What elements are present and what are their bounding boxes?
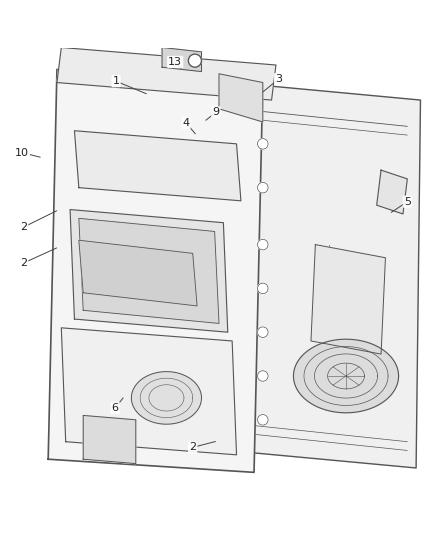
Polygon shape [79, 219, 219, 324]
Text: 3: 3 [275, 74, 282, 84]
Text: 9: 9 [212, 107, 219, 117]
Text: 2: 2 [20, 222, 27, 232]
Polygon shape [74, 131, 241, 201]
Circle shape [258, 182, 268, 193]
Circle shape [258, 139, 268, 149]
Polygon shape [162, 47, 201, 71]
Text: 2: 2 [20, 258, 27, 268]
Polygon shape [228, 83, 420, 468]
Text: 4: 4 [183, 118, 190, 128]
Polygon shape [83, 415, 136, 464]
Circle shape [188, 54, 201, 67]
Text: 1: 1 [113, 76, 120, 86]
Polygon shape [131, 372, 201, 424]
Text: 13: 13 [168, 57, 182, 67]
Polygon shape [61, 328, 237, 455]
Polygon shape [377, 170, 407, 214]
Text: 6: 6 [112, 403, 119, 413]
Circle shape [258, 415, 268, 425]
Circle shape [258, 239, 268, 250]
Polygon shape [79, 240, 197, 306]
Polygon shape [219, 74, 263, 122]
Text: 2: 2 [189, 442, 196, 453]
Circle shape [258, 327, 268, 337]
Circle shape [258, 283, 268, 294]
Text: 5: 5 [404, 197, 411, 207]
Polygon shape [57, 47, 276, 100]
Polygon shape [70, 209, 228, 332]
Polygon shape [311, 245, 385, 354]
Polygon shape [48, 69, 263, 472]
Text: 10: 10 [15, 148, 29, 158]
Polygon shape [293, 339, 399, 413]
Circle shape [258, 371, 268, 381]
